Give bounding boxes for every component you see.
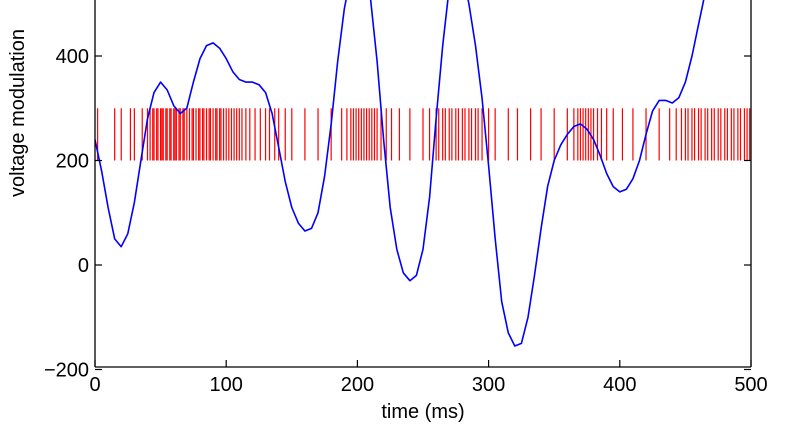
plot-frame: [94, 0, 752, 371]
x-tick-label: 400: [603, 374, 636, 396]
x-tick-label: 100: [210, 374, 243, 396]
x-tick-label: 0: [89, 374, 100, 396]
voltage-trace-series: [95, 0, 705, 347]
y-tick-label: 400: [56, 46, 89, 68]
voltage-trace-line: [95, 0, 705, 347]
y-tick-label: 200: [56, 151, 89, 173]
x-axis-label: time (ms): [381, 401, 464, 423]
spike-raster: [97, 108, 751, 161]
y-tick-label: 0: [78, 255, 89, 277]
y-tick-label: −200: [44, 360, 89, 382]
x-tick-label: 300: [472, 374, 505, 396]
y-axis-label: voltage modulation: [7, 29, 29, 197]
x-tick-label: 500: [734, 374, 767, 396]
x-tick-label: 200: [341, 374, 374, 396]
